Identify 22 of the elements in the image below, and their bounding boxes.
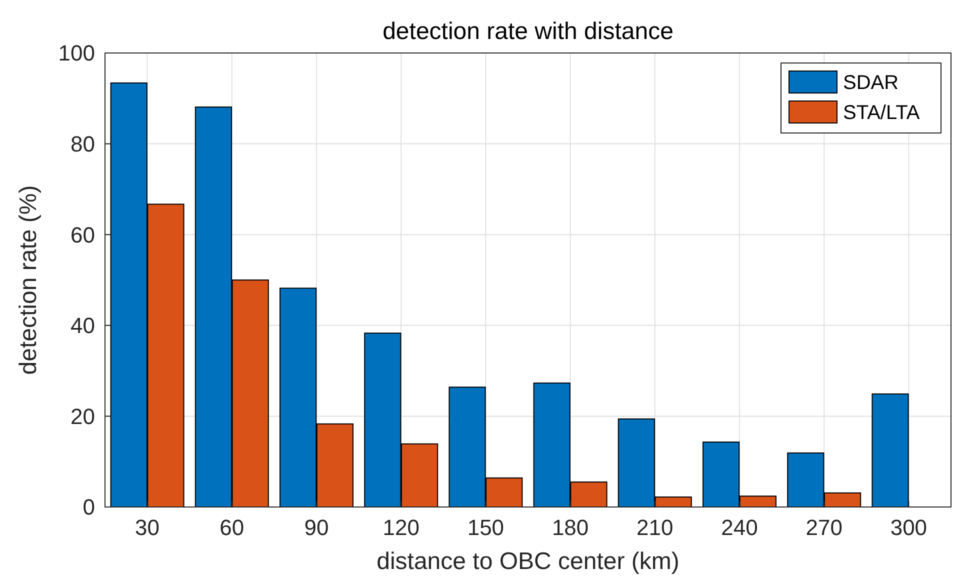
x-tick-label: 120: [382, 515, 420, 540]
x-tick-label: 180: [552, 515, 589, 540]
y-tick-label: 40: [70, 313, 95, 338]
y-axis-title: detection rate (%): [15, 185, 42, 375]
chart-title: detection rate with distance: [382, 18, 674, 45]
legend-label: STA/LTA: [843, 102, 920, 124]
x-tick-label: 240: [721, 515, 758, 540]
x-tick-label: 90: [304, 515, 329, 540]
x-tick-label: 30: [135, 515, 160, 540]
y-tick-label: 20: [70, 404, 95, 429]
legend-label: SDAR: [843, 72, 899, 94]
x-tick-label: 150: [467, 515, 504, 540]
x-tick-label: 300: [890, 515, 928, 540]
bar: [872, 393, 909, 508]
x-tick-label: 60: [220, 515, 244, 540]
y-tick-label: 80: [70, 132, 95, 156]
y-tick-label: 0: [82, 494, 95, 520]
x-tick-label: 270: [806, 515, 842, 540]
y-tick-label: 60: [70, 222, 95, 248]
x-axis-title: distance to OBC center (km): [376, 548, 680, 575]
x-tick-label: 210: [636, 515, 674, 540]
y-tick-label: 100: [58, 40, 95, 66]
